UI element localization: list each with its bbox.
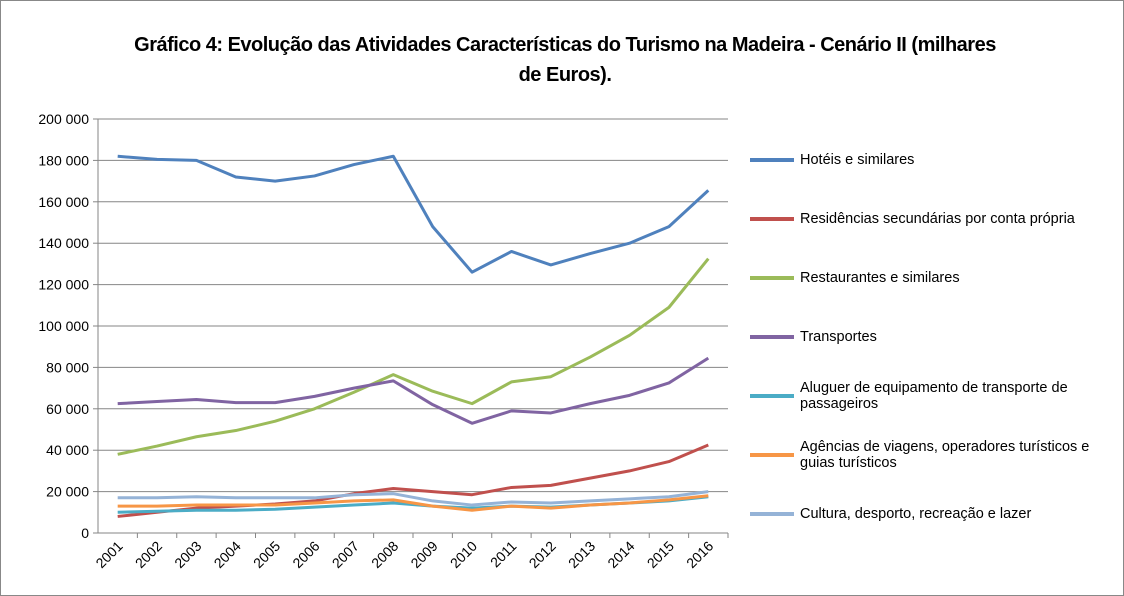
- legend-swatch: [750, 393, 794, 398]
- legend-swatch: [750, 511, 794, 516]
- y-tick-label: 120 000: [38, 277, 89, 293]
- legend-label: Transportes: [800, 328, 877, 345]
- legend-item: Transportes: [750, 307, 1120, 366]
- legend-swatch: [750, 452, 794, 457]
- legend-label: Aluguer de equipamento de transporte de …: [800, 379, 1068, 412]
- legend-swatch: [750, 275, 794, 280]
- y-tick-label: 60 000: [46, 401, 89, 417]
- y-tick-label: 80 000: [46, 359, 89, 375]
- y-tick-label: 200 000: [38, 111, 89, 127]
- line-series: [117, 154, 710, 274]
- legend-swatch: [750, 157, 794, 162]
- line-series: [117, 356, 710, 425]
- line-series: [117, 257, 710, 456]
- legend-label: Restaurantes e similares: [800, 269, 960, 286]
- x-tick-label: 2005: [250, 538, 283, 571]
- legend-label: Agências de viagens, operadores turístic…: [800, 438, 1090, 471]
- legend-swatch: [750, 334, 794, 339]
- x-tick-label: 2003: [171, 538, 204, 571]
- legend-swatch: [750, 216, 794, 221]
- x-tick-label: 2008: [368, 538, 401, 571]
- y-tick-label: 180 000: [38, 152, 89, 168]
- x-tick-label: 2004: [211, 538, 244, 571]
- x-tick-label: 2016: [683, 538, 716, 571]
- legend-label: Residências secundárias por conta própri…: [800, 210, 1075, 227]
- legend-label: Cultura, desporto, recreação e lazer: [800, 505, 1032, 522]
- legend-label: Hotéis e similares: [800, 151, 915, 168]
- y-tick-label: 40 000: [46, 442, 89, 458]
- x-tick-label: 2007: [329, 538, 362, 571]
- legend-item: Aluguer de equipamento de transporte de …: [750, 366, 1120, 425]
- legend-item: Hotéis e similares: [750, 130, 1120, 189]
- x-tick-label: 2015: [644, 538, 677, 571]
- line-series: [117, 443, 709, 518]
- x-tick-label: 2012: [526, 538, 559, 571]
- legend-item: Cultura, desporto, recreação e lazer: [750, 484, 1120, 543]
- legend: Hotéis e similares Residências secundária…: [750, 130, 1120, 543]
- x-tick-label: 2009: [407, 538, 440, 571]
- x-tick-label: 2006: [289, 538, 322, 571]
- y-tick-label: 20 000: [46, 484, 89, 500]
- y-tick-label: 0: [81, 525, 89, 541]
- x-tick-label: 2014: [604, 538, 637, 571]
- chart-title: Gráfico 4: Evolução das Atividades Carac…: [134, 34, 996, 86]
- x-tick-label: 2002: [132, 538, 165, 571]
- legend-item: Agências de viagens, operadores turístic…: [750, 425, 1120, 484]
- x-tick-label: 2011: [487, 538, 520, 571]
- x-tick-label: 2001: [92, 538, 125, 571]
- y-tick-label: 160 000: [38, 194, 89, 210]
- x-tick-label: 2010: [447, 538, 480, 571]
- y-tick-label: 140 000: [38, 235, 89, 251]
- legend-item: Residências secundárias por conta própri…: [750, 189, 1120, 248]
- line-series: [117, 494, 709, 512]
- x-tick-label: 2013: [565, 538, 598, 571]
- legend-item: Restaurantes e similares: [750, 248, 1120, 307]
- line-series: [117, 490, 709, 507]
- y-tick-label: 100 000: [38, 318, 89, 334]
